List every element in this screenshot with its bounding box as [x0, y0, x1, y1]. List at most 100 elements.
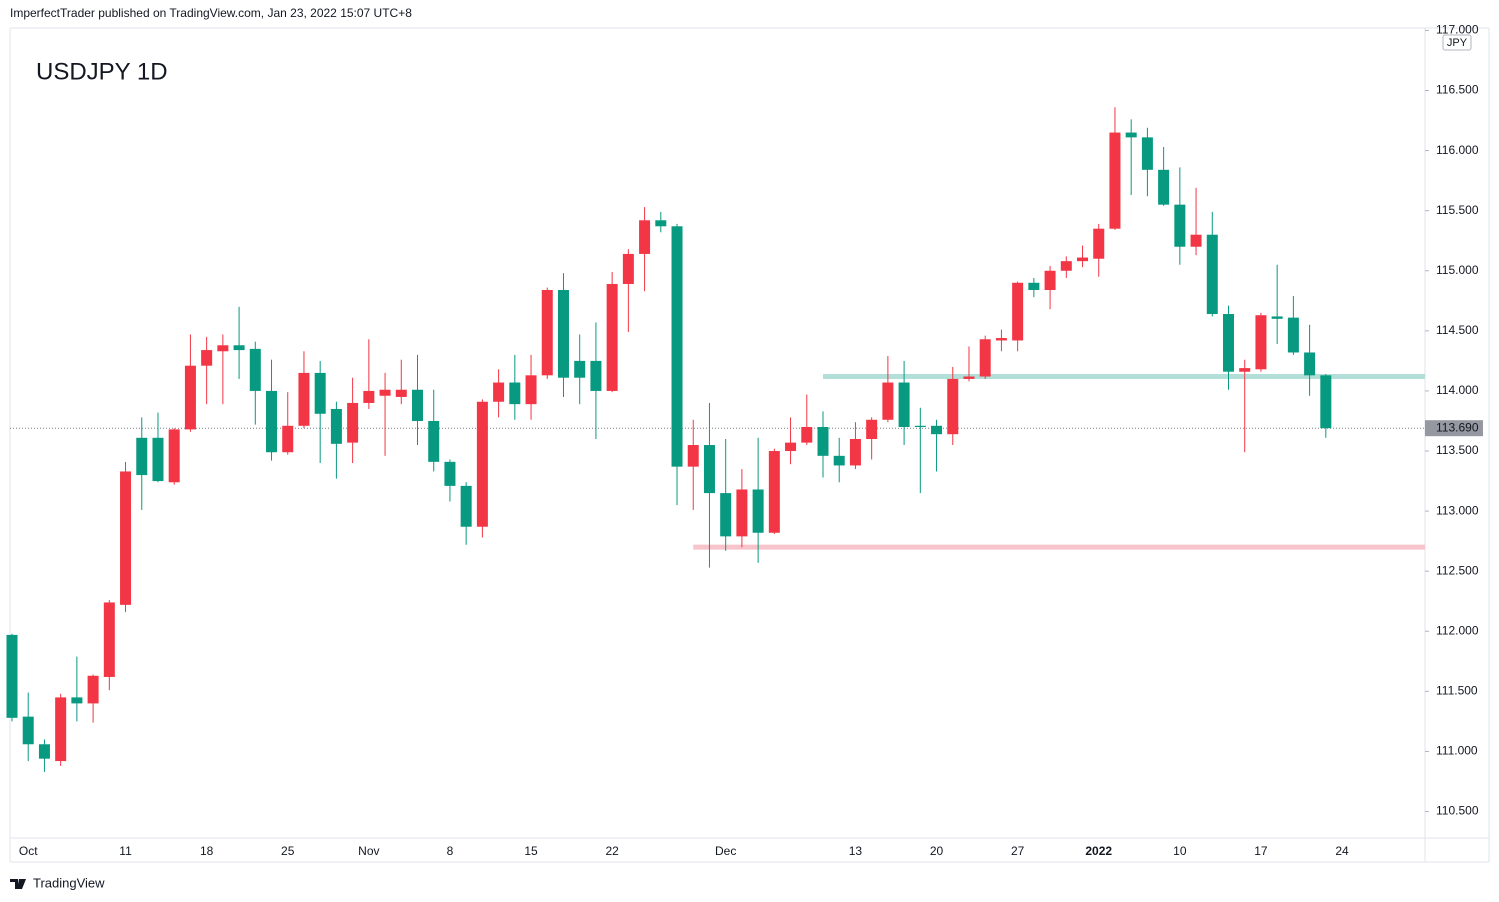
- y-tick-label: 111.500: [1436, 684, 1478, 698]
- candle-body: [849, 439, 861, 466]
- candle-body: [752, 489, 764, 533]
- candle-body: [103, 602, 115, 677]
- candle-body: [1206, 234, 1218, 315]
- x-tick-label: 27: [1011, 844, 1025, 858]
- candle-body: [979, 339, 991, 377]
- y-tick-label: 114.500: [1436, 323, 1479, 337]
- y-tick-label: 115.500: [1436, 203, 1479, 217]
- currency-box: [1442, 34, 1472, 51]
- candle-body: [1239, 368, 1251, 372]
- candle-body: [1060, 261, 1072, 271]
- header: ImperfectTrader published on TradingView…: [10, 6, 412, 20]
- candle-body: [963, 376, 975, 379]
- candle-body: [1255, 315, 1267, 370]
- candle-body: [460, 485, 472, 527]
- candle-body: [22, 716, 34, 745]
- candle-body: [395, 389, 407, 397]
- candle-body: [882, 382, 894, 420]
- candle-body: [1093, 228, 1105, 259]
- candle-body: [768, 451, 780, 533]
- candle-body: [217, 345, 229, 352]
- candle-body: [152, 437, 164, 482]
- x-tick-label: 8: [447, 844, 454, 858]
- x-tick-label: 17: [1254, 844, 1268, 858]
- candle-body: [995, 338, 1007, 341]
- candle-body: [720, 493, 732, 537]
- candle-body: [298, 372, 310, 426]
- candle-body: [1012, 282, 1024, 341]
- candle-body: [168, 429, 180, 483]
- candle-body: [1125, 132, 1137, 138]
- candle-body: [282, 425, 294, 453]
- candle-body: [622, 253, 634, 284]
- candle-body: [898, 382, 910, 427]
- footer-logo: [10, 879, 26, 889]
- y-tick-label: 113.000: [1436, 503, 1479, 517]
- candle-body: [1320, 375, 1332, 429]
- y-tick-label: 117.000: [1436, 23, 1479, 37]
- candle-body: [330, 408, 342, 444]
- x-tick-label: 13: [849, 844, 863, 858]
- candle-body: [249, 348, 261, 391]
- x-tick-label: 15: [524, 844, 538, 858]
- y-tick-label: 116.000: [1436, 143, 1479, 157]
- candle-body: [55, 697, 67, 762]
- candle-body: [379, 389, 391, 396]
- y-tick-label: 116.500: [1436, 83, 1479, 97]
- candle-body: [136, 437, 148, 476]
- candle-body: [6, 634, 18, 718]
- candle-body: [557, 289, 569, 378]
- x-tick-label: Dec: [715, 844, 736, 858]
- candle-body: [1223, 314, 1234, 372]
- x-tick-label: 2022: [1085, 844, 1112, 858]
- x-tick-label: 24: [1335, 844, 1349, 858]
- candle-body: [590, 360, 602, 391]
- candle-body: [736, 489, 748, 537]
- candle-body: [87, 675, 99, 704]
- x-tick-label: 10: [1173, 844, 1187, 858]
- y-tick-label: 114.000: [1436, 383, 1479, 397]
- candle-body: [363, 390, 375, 403]
- currency-label: JPY: [1447, 37, 1468, 49]
- candle-body: [1141, 137, 1153, 170]
- candle-body: [1287, 317, 1299, 353]
- y-tick-label: 112.000: [1436, 623, 1479, 637]
- candle-body: [833, 455, 845, 466]
- last-price-box: [1425, 420, 1483, 437]
- x-tick-label: 20: [930, 844, 944, 858]
- candle-body: [476, 401, 488, 527]
- candle-body: [71, 697, 83, 704]
- candle-body: [606, 283, 618, 391]
- candle-body: [1271, 316, 1283, 319]
- candle-body: [541, 289, 553, 376]
- candle-body: [412, 389, 423, 421]
- x-tick-label: 18: [200, 844, 214, 858]
- candle-body: [201, 350, 213, 366]
- candle-body: [1109, 132, 1121, 229]
- candle-body: [347, 402, 359, 443]
- candle-body: [444, 461, 456, 486]
- y-tick-label: 113.500: [1436, 443, 1479, 457]
- candle-body: [801, 426, 813, 443]
- candle-body: [1174, 204, 1186, 247]
- candle-body: [574, 360, 586, 378]
- candle-body: [1077, 257, 1089, 262]
- candle-body: [233, 345, 245, 351]
- candle-body: [184, 365, 196, 430]
- candle-body: [671, 226, 683, 467]
- candle-body: [914, 425, 926, 427]
- candle-body: [931, 425, 943, 435]
- candle-body: [493, 382, 505, 402]
- candle-body: [428, 420, 440, 462]
- candle-body: [655, 220, 667, 227]
- x-tick-label: Oct: [19, 844, 38, 858]
- candle-body: [314, 372, 326, 414]
- x-tick-label: 11: [119, 844, 132, 858]
- candle-body: [266, 390, 278, 453]
- candle-body: [947, 378, 959, 435]
- candle-body: [1044, 270, 1056, 290]
- candle-body: [1190, 234, 1202, 247]
- candle-body: [509, 382, 521, 405]
- candle-body: [1158, 169, 1170, 205]
